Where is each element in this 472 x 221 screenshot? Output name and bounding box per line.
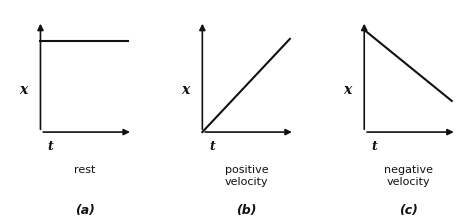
Text: t: t [371, 140, 377, 152]
Text: t: t [47, 140, 53, 152]
Text: x: x [181, 83, 190, 97]
Text: positive
velocity: positive velocity [225, 165, 269, 187]
Text: (a): (a) [75, 204, 95, 217]
Text: negative
velocity: negative velocity [384, 165, 433, 187]
Text: t: t [209, 140, 215, 152]
Text: x: x [343, 83, 352, 97]
Text: x: x [19, 83, 28, 97]
Text: (c): (c) [399, 204, 418, 217]
Text: rest: rest [74, 165, 95, 175]
Text: (b): (b) [236, 204, 257, 217]
